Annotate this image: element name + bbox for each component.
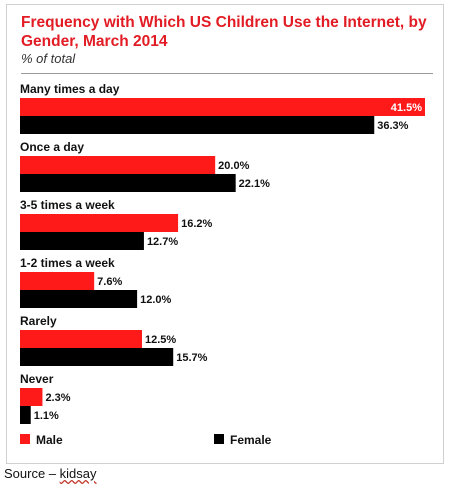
bar-female-3-5-times-a-week [20, 232, 144, 250]
bar-male-3-5-times-a-week [20, 214, 179, 232]
category-label-never: Never [20, 372, 54, 386]
category-label-many-times-a-day: Many times a day [20, 82, 120, 96]
value-label-female-once-a-day: 22.1% [239, 178, 270, 190]
title-divider [21, 73, 433, 74]
bar-female-never [20, 406, 31, 424]
legend-swatch-male [20, 434, 30, 444]
value-label-female-3-5-times-a-week: 12.7% [147, 236, 178, 248]
bar-male-never [20, 388, 43, 406]
value-label-male-many-times-a-day: 41.5% [391, 102, 422, 114]
value-label-male-3-5-times-a-week: 16.2% [181, 218, 212, 230]
value-label-female-many-times-a-day: 36.3% [377, 120, 408, 132]
chart-title: Frequency with Which US Children Use the… [21, 14, 427, 50]
value-label-female-never: 1.1% [34, 410, 59, 422]
value-label-male-1-2-times-a-week: 7.6% [97, 276, 122, 288]
chart-subtitle: % of total [21, 51, 76, 66]
value-label-male-never: 2.3% [45, 392, 70, 404]
bar-male-many-times-a-day [20, 98, 425, 116]
source-note: Source – kidsay [4, 466, 97, 481]
bar-female-many-times-a-day [20, 116, 375, 134]
category-label-rarely: Rarely [20, 314, 57, 328]
bar-male-rarely [20, 330, 142, 348]
source-prefix: Source – [4, 466, 60, 481]
value-label-male-rarely: 12.5% [145, 334, 176, 346]
bar-female-once-a-day [20, 174, 236, 192]
value-label-female-1-2-times-a-week: 12.0% [140, 294, 171, 306]
bar-chart: Many times a day 41.5% 36.3% Once a day 20.0… [20, 82, 425, 447]
category-label-3-5-times-a-week: 3-5 times a week [20, 198, 115, 212]
bar-male-1-2-times-a-week [20, 272, 95, 290]
source-name: kidsay [59, 466, 97, 481]
legend-label-male: Male [36, 433, 63, 447]
category-label-once-a-day: Once a day [20, 140, 84, 154]
value-label-female-rarely: 15.7% [176, 352, 207, 364]
bar-female-1-2-times-a-week [20, 290, 138, 308]
bar-female-rarely [20, 348, 174, 366]
value-label-male-once-a-day: 20.0% [218, 160, 249, 172]
legend-swatch-female [214, 434, 224, 444]
category-label-1-2-times-a-week: 1-2 times a week [20, 256, 115, 270]
legend-label-female: Female [230, 433, 272, 447]
bar-male-once-a-day [20, 156, 216, 174]
